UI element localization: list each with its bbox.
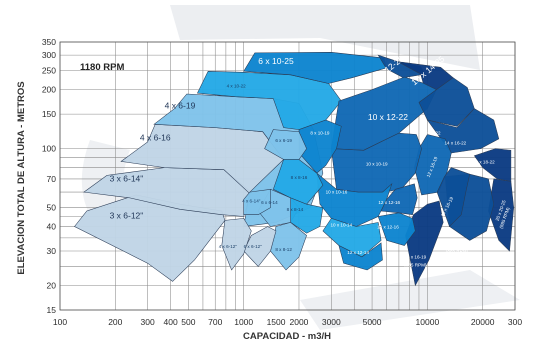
pump-area xyxy=(436,167,471,228)
pump-label: 10 x 12-22 xyxy=(368,112,408,122)
pump-area xyxy=(74,194,226,282)
pump-label: 6 x 6-14 xyxy=(261,200,278,205)
x-tick-label: 10000 xyxy=(416,317,440,327)
x-tick-label: 300 xyxy=(508,317,522,327)
pump-label: 8 x 8-16 xyxy=(291,175,308,180)
y-tick-label: 20 xyxy=(47,281,57,291)
pump-label: 16 x 16-19 xyxy=(404,254,426,259)
y-tick-label: 150 xyxy=(42,109,56,119)
x-tick-label: 300 xyxy=(141,317,155,327)
pump-area xyxy=(243,188,271,215)
pump-area xyxy=(380,183,418,216)
pump-label: 12 x 14-22 xyxy=(419,131,441,136)
pump-label: (885 RPM) xyxy=(404,263,427,268)
pump-families xyxy=(74,52,514,287)
pump-label: 8 x 8-14 xyxy=(287,207,304,212)
pump-label: 10 x 10-16 xyxy=(326,189,348,194)
pump-label: 4 x 10-22 xyxy=(227,84,247,89)
rpm-annotation: 1180 RPM xyxy=(80,62,124,73)
x-tick-label: 20000 xyxy=(471,317,495,327)
x-tick-label: 100 xyxy=(53,317,67,327)
pump-label: 10 x 10-14 xyxy=(330,223,352,228)
y-tick-label: 100 xyxy=(42,144,56,154)
pump-label: 12 x 12-16 xyxy=(378,200,400,205)
y-tick-label: 30 xyxy=(47,246,57,256)
x-tick-label: 200 xyxy=(108,317,122,327)
y-tick-label: 250 xyxy=(42,66,56,76)
y-tick-label: 15 xyxy=(47,305,57,315)
y-tick-label: 40 xyxy=(47,222,57,232)
y-tick-label: 300 xyxy=(42,50,56,60)
pump-label: 12 x 12-16 xyxy=(377,225,399,230)
pump-label: 12 x 12-14 xyxy=(347,250,369,255)
pump-label: (885 RPM) xyxy=(446,248,469,253)
y-tick-label: 350 xyxy=(42,37,56,47)
x-tick-label: 1500 xyxy=(267,317,286,327)
x-tick-label: 5000 xyxy=(363,317,382,327)
pump-area xyxy=(322,218,382,258)
pump-label: 4 x 6-16 xyxy=(140,132,171,142)
x-axis-title: CAPACIDAD - m3/H xyxy=(243,331,331,342)
pump-area xyxy=(405,200,444,287)
pump-label: 6 x 6-19 xyxy=(275,138,292,143)
x-tick-label: 1000 xyxy=(234,317,253,327)
pump-label: 4 x 6-19 xyxy=(165,101,196,111)
pump-label: 8 x 10-19 xyxy=(310,131,330,136)
x-tick-label: 700 xyxy=(208,317,222,327)
pump-label: 14 x 16-22 xyxy=(444,140,466,145)
pump-area xyxy=(298,119,342,174)
plot-frame xyxy=(59,41,516,311)
x-tick-label: 400 xyxy=(163,317,177,327)
y-axis-title: ELEVACION TOTAL DE ALTURA - METROS xyxy=(16,81,27,274)
pump-area xyxy=(196,71,342,130)
pump-label: 18 x 18-22 xyxy=(446,242,468,247)
x-tick-labels: 100 200 300 400 500 700 1000 1500 2000 3000 5000 10… xyxy=(53,317,522,327)
pump-label: 4 x 6-12" xyxy=(219,244,238,249)
x-tick-label: 2000 xyxy=(290,317,309,327)
y-tick-label: 200 xyxy=(42,85,56,95)
pump-label: 6 x 6-12" xyxy=(244,244,263,249)
y-tick-label: 70 xyxy=(47,174,57,184)
pump-label: 3 x 6-14" xyxy=(110,173,144,183)
pump-label: 3 x 6-12" xyxy=(110,210,144,220)
pump-area xyxy=(221,218,252,271)
y-tick-label: 50 xyxy=(47,203,57,213)
pump-label: 18 x 18-22 xyxy=(473,159,495,164)
pump-area xyxy=(272,159,324,205)
pump-label: 6 x 10-25 xyxy=(258,56,294,66)
pump-label: 10 x 10-19 xyxy=(366,161,388,166)
pump-label: 8 x 8-12 xyxy=(275,247,292,252)
pump-label: 4 x 6-14" xyxy=(242,199,261,204)
x-tick-label: 3000 xyxy=(322,317,341,327)
y-tick-labels: 15 20 30 40 50 70 100 150 200 250 300 350 xyxy=(42,37,56,315)
x-tick-label: 500 xyxy=(181,317,195,327)
pump-area xyxy=(338,242,383,271)
